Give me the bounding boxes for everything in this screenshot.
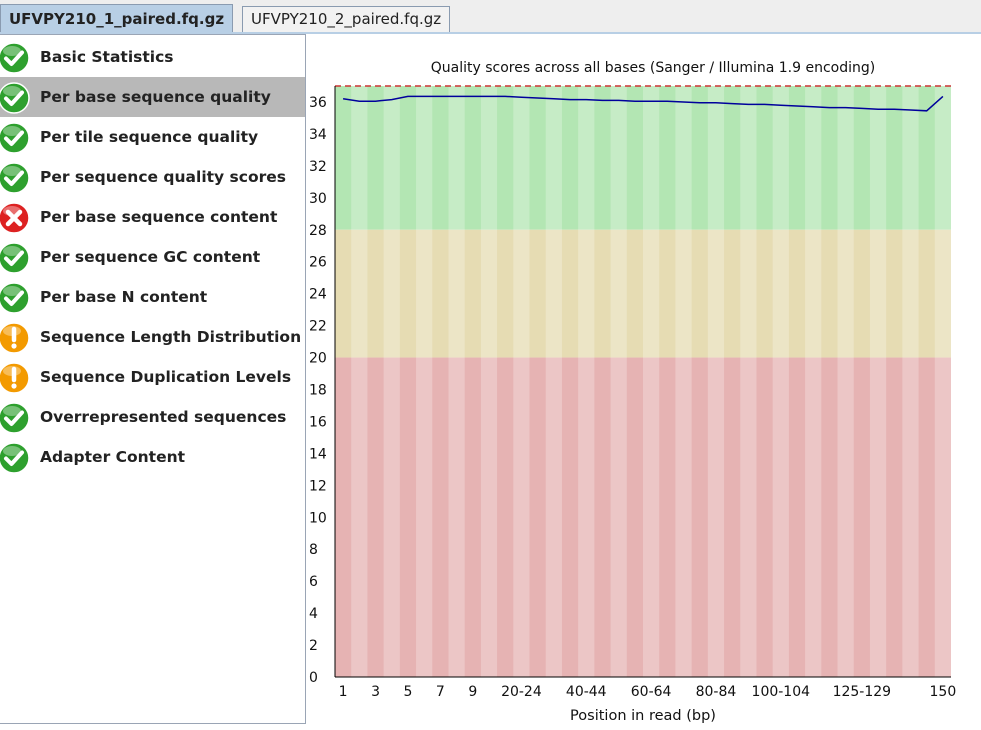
- column-stripe: [610, 86, 627, 677]
- x-axis-label: Position in read (bp): [570, 708, 716, 724]
- y-tick-label: 14: [309, 446, 327, 462]
- x-tick-label: 60-64: [631, 684, 672, 700]
- quality-zone-good: [335, 86, 951, 230]
- column-stripe: [675, 86, 692, 677]
- column-stripe: [837, 86, 854, 677]
- quality-zone-reasonable: [335, 229, 951, 358]
- check-icon: [0, 122, 30, 154]
- column-stripe: [902, 86, 919, 677]
- column-stripe: [545, 86, 562, 677]
- column-stripe: [869, 86, 887, 677]
- module-item[interactable]: Per base sequence quality: [0, 77, 305, 117]
- y-tick-label: 2: [309, 638, 318, 654]
- module-item[interactable]: Basic Statistics: [0, 37, 305, 77]
- y-tick-label: 12: [309, 478, 327, 494]
- module-label: Basic Statistics: [40, 48, 174, 66]
- x-tick-label: 20-24: [501, 684, 542, 700]
- quality-zone-poor: [335, 357, 951, 677]
- mean-quality-line: [342, 95, 944, 112]
- module-label: Sequence Duplication Levels: [40, 368, 292, 386]
- column-stripe: [805, 86, 822, 677]
- module-label: Per sequence quality scores: [40, 168, 286, 186]
- warning-icon: [0, 362, 30, 394]
- chart-panel: 0 2 4 6 8 10 12 14 16 18 20 22 24 26 28 30 32 34 36 1 3 5 7 9 20…: [307, 34, 981, 726]
- x-tick-label: 100-104: [752, 684, 811, 700]
- column-stripe: [513, 86, 530, 677]
- column-stripe: [707, 86, 725, 677]
- module-item[interactable]: Per base N content: [0, 277, 305, 317]
- column-stripe: [448, 86, 465, 677]
- module-label: Adapter Content: [40, 448, 186, 466]
- module-label: Per base sequence content: [40, 208, 278, 226]
- tab-file-1[interactable]: UFVPY210_1_paired.fq.gz: [0, 4, 234, 34]
- module-label: Per sequence GC content: [40, 248, 261, 266]
- check-icon: [0, 402, 30, 434]
- y-tick-label: 6: [309, 574, 318, 590]
- tab-file-2[interactable]: UFVPY210_2_paired.fq.gz: [242, 6, 451, 32]
- module-item[interactable]: Sequence Duplication Levels: [0, 357, 305, 397]
- module-label: Per base N content: [40, 288, 208, 306]
- y-tick-label: 20: [309, 351, 327, 367]
- x-tick-label: 3: [371, 684, 380, 700]
- x-tick-label: 1: [339, 684, 348, 700]
- cross-icon: [0, 202, 30, 234]
- column-stripe: [643, 86, 660, 677]
- module-item[interactable]: Per base sequence content: [0, 197, 305, 237]
- module-item[interactable]: Sequence Length Distribution: [0, 317, 305, 357]
- module-item[interactable]: Per sequence quality scores: [0, 157, 305, 197]
- x-tick-label: 7: [436, 684, 445, 700]
- column-stripe: [416, 86, 433, 677]
- y-tick-label: 28: [309, 223, 327, 239]
- y-tick-label: 30: [309, 191, 327, 207]
- y-tick-label: 24: [309, 287, 327, 303]
- y-tick-label: 0: [309, 670, 318, 686]
- column-stripe: [351, 86, 368, 677]
- y-tick-label: 16: [309, 414, 327, 430]
- check-icon: [0, 162, 30, 194]
- x-tick-label: 40-44: [566, 684, 607, 700]
- module-label: Overrepresented sequences: [40, 408, 287, 426]
- chart-title: Quality scores across all bases (Sanger …: [431, 60, 875, 76]
- y-tick-label: 32: [309, 159, 327, 175]
- column-stripe: [740, 86, 757, 677]
- column-stripe: [772, 86, 789, 677]
- y-tick-label: 26: [309, 255, 327, 271]
- module-label: Per base sequence quality: [40, 88, 271, 106]
- y-tick-label: 8: [309, 542, 318, 558]
- tab-bar: UFVPY210_1_paired.fq.gz UFVPY210_2_paire…: [0, 0, 981, 34]
- tab-divider: [0, 32, 981, 34]
- column-stripe: [383, 86, 400, 677]
- column-stripe: [934, 86, 951, 677]
- check-icon: [0, 442, 30, 474]
- x-tick-label: 125-129: [833, 684, 892, 700]
- y-tick-label: 34: [309, 127, 327, 143]
- y-tick-label: 18: [309, 382, 327, 398]
- module-item[interactable]: Overrepresented sequences: [0, 397, 305, 437]
- y-tick-label: 10: [309, 510, 327, 526]
- module-item[interactable]: Adapter Content: [0, 437, 305, 477]
- module-label: Sequence Length Distribution: [40, 328, 302, 346]
- module-item[interactable]: Per tile sequence quality: [0, 117, 305, 157]
- y-tick-label: 36: [309, 95, 327, 111]
- x-tick-label: 9: [468, 684, 477, 700]
- x-tick-label: 80-84: [696, 684, 737, 700]
- y-tick-label: 4: [309, 606, 318, 622]
- module-list: Basic Statistics Per base sequence qualit…: [0, 34, 306, 724]
- x-tick-label: 150: [930, 684, 957, 700]
- column-stripe: [480, 86, 498, 677]
- check-icon: [0, 242, 30, 274]
- module-item[interactable]: Per sequence GC content: [0, 237, 305, 277]
- warning-icon: [0, 322, 30, 354]
- x-tick-label: 5: [403, 684, 412, 700]
- check-icon: [0, 282, 30, 314]
- check-icon: [0, 42, 30, 74]
- y-tick-label: 22: [309, 319, 327, 335]
- check-icon: [0, 82, 30, 114]
- column-stripe: [578, 86, 595, 677]
- module-label: Per tile sequence quality: [40, 128, 259, 146]
